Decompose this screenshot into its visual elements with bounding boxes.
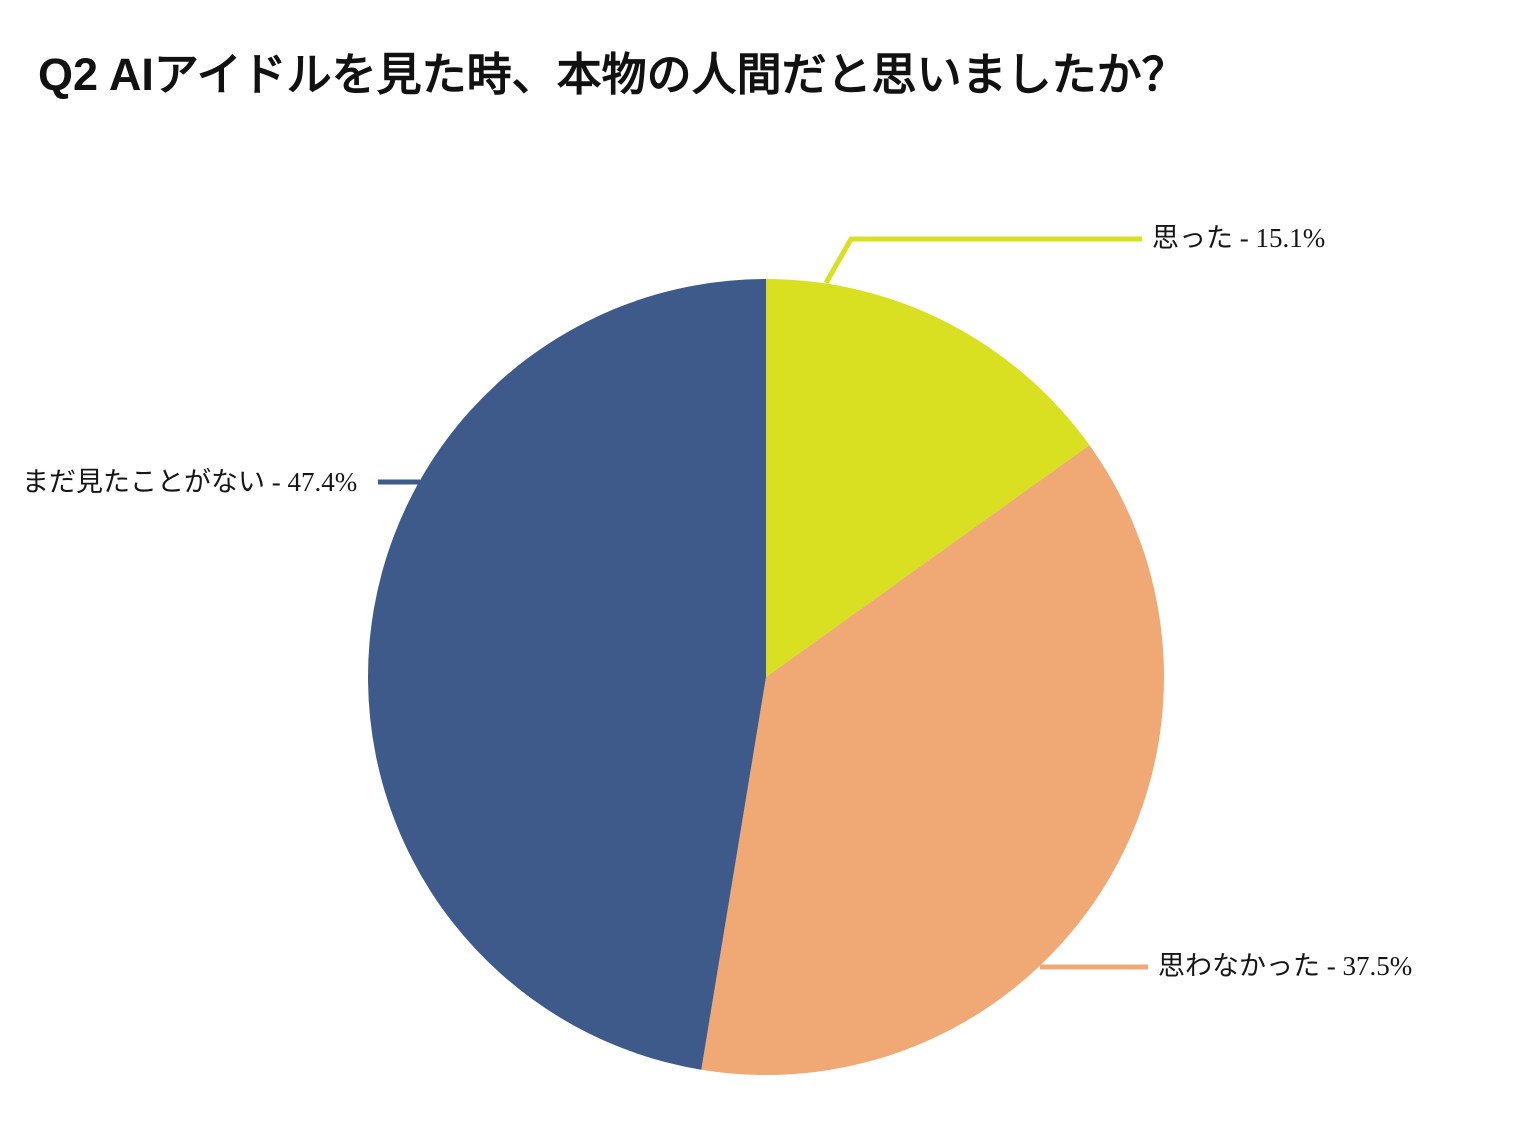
svg-text:思った - 15.1%: 思った - 15.1%: [1152, 223, 1325, 253]
svg-text:まだ見たことがない - 47.4%: まだ見たことがない - 47.4%: [22, 467, 357, 497]
svg-text:思わなかった - 37.5%: 思わなかった - 37.5%: [1158, 951, 1412, 981]
